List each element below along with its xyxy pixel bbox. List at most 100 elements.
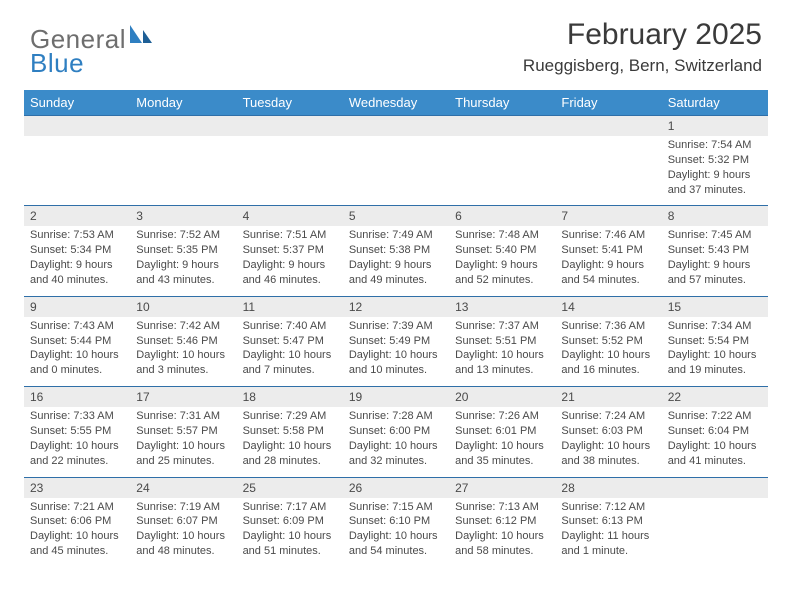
daylight-text: Daylight: 9 hours and 40 minutes.: [30, 258, 124, 288]
sunset-text: Sunset: 6:10 PM: [349, 514, 443, 529]
header: General February 2025 Rueggisberg, Bern,…: [0, 0, 792, 84]
daylight-text: Daylight: 10 hours and 0 minutes.: [30, 348, 124, 378]
day-number: 19: [343, 387, 449, 408]
daylight-text: Daylight: 10 hours and 16 minutes.: [561, 348, 655, 378]
day-details: Sunrise: 7:24 AMSunset: 6:03 PMDaylight:…: [555, 407, 661, 477]
daylight-text: Daylight: 10 hours and 45 minutes.: [30, 529, 124, 559]
day-number: 26: [343, 477, 449, 498]
daylight-text: Daylight: 9 hours and 57 minutes.: [668, 258, 762, 288]
day-number: 17: [130, 387, 236, 408]
day-number: 12: [343, 296, 449, 317]
day-number: 1: [662, 116, 768, 137]
day-details: Sunrise: 7:28 AMSunset: 6:00 PMDaylight:…: [343, 407, 449, 477]
day-number: 10: [130, 296, 236, 317]
sunrise-text: Sunrise: 7:54 AM: [668, 138, 762, 153]
daylight-text: Daylight: 11 hours and 1 minute.: [561, 529, 655, 559]
day-details: Sunrise: 7:29 AMSunset: 5:58 PMDaylight:…: [237, 407, 343, 477]
sunset-text: Sunset: 5:34 PM: [30, 243, 124, 258]
day-number: 28: [555, 477, 661, 498]
sunset-text: Sunset: 5:55 PM: [30, 424, 124, 439]
sunset-text: Sunset: 5:51 PM: [455, 334, 549, 349]
sunset-text: Sunset: 5:57 PM: [136, 424, 230, 439]
sunset-text: Sunset: 5:37 PM: [243, 243, 337, 258]
day-details: [449, 136, 555, 206]
day-details: Sunrise: 7:22 AMSunset: 6:04 PMDaylight:…: [662, 407, 768, 477]
sunrise-text: Sunrise: 7:53 AM: [30, 228, 124, 243]
daynum-row: 2345678: [24, 206, 768, 227]
calendar-table: Sunday Monday Tuesday Wednesday Thursday…: [24, 90, 768, 567]
daylight-text: Daylight: 9 hours and 43 minutes.: [136, 258, 230, 288]
day-number: 14: [555, 296, 661, 317]
sunset-text: Sunset: 6:00 PM: [349, 424, 443, 439]
day-details: Sunrise: 7:43 AMSunset: 5:44 PMDaylight:…: [24, 317, 130, 387]
sunset-text: Sunset: 6:06 PM: [30, 514, 124, 529]
daylight-text: Daylight: 10 hours and 38 minutes.: [561, 439, 655, 469]
sunrise-text: Sunrise: 7:17 AM: [243, 500, 337, 515]
day-details: [343, 136, 449, 206]
sunrise-text: Sunrise: 7:15 AM: [349, 500, 443, 515]
day-number: [130, 116, 236, 137]
daylight-text: Daylight: 9 hours and 37 minutes.: [668, 168, 762, 198]
day-details: Sunrise: 7:39 AMSunset: 5:49 PMDaylight:…: [343, 317, 449, 387]
sunset-text: Sunset: 6:09 PM: [243, 514, 337, 529]
daylight-text: Daylight: 10 hours and 13 minutes.: [455, 348, 549, 378]
daylight-text: Daylight: 10 hours and 10 minutes.: [349, 348, 443, 378]
day-details: Sunrise: 7:54 AMSunset: 5:32 PMDaylight:…: [662, 136, 768, 206]
sunset-text: Sunset: 6:03 PM: [561, 424, 655, 439]
logo-sail-icon: [128, 23, 154, 50]
daylight-text: Daylight: 10 hours and 48 minutes.: [136, 529, 230, 559]
dayhead-friday: Friday: [555, 90, 661, 116]
sunrise-text: Sunrise: 7:46 AM: [561, 228, 655, 243]
sunrise-text: Sunrise: 7:43 AM: [30, 319, 124, 334]
sunrise-text: Sunrise: 7:49 AM: [349, 228, 443, 243]
sunrise-text: Sunrise: 7:36 AM: [561, 319, 655, 334]
day-details: Sunrise: 7:15 AMSunset: 6:10 PMDaylight:…: [343, 498, 449, 567]
daylight-text: Daylight: 10 hours and 7 minutes.: [243, 348, 337, 378]
day-number: 4: [237, 206, 343, 227]
sunset-text: Sunset: 5:38 PM: [349, 243, 443, 258]
day-details: Sunrise: 7:46 AMSunset: 5:41 PMDaylight:…: [555, 226, 661, 296]
logo-subtext-wrap: Blue: [30, 48, 84, 79]
sunrise-text: Sunrise: 7:51 AM: [243, 228, 337, 243]
day-details: [662, 498, 768, 567]
day-number: [449, 116, 555, 137]
day-details: [555, 136, 661, 206]
day-details: Sunrise: 7:12 AMSunset: 6:13 PMDaylight:…: [555, 498, 661, 567]
day-number: [555, 116, 661, 137]
daynum-row: 16171819202122: [24, 387, 768, 408]
details-row: Sunrise: 7:43 AMSunset: 5:44 PMDaylight:…: [24, 317, 768, 387]
sunrise-text: Sunrise: 7:45 AM: [668, 228, 762, 243]
day-details: Sunrise: 7:34 AMSunset: 5:54 PMDaylight:…: [662, 317, 768, 387]
sunrise-text: Sunrise: 7:40 AM: [243, 319, 337, 334]
day-number: 23: [24, 477, 130, 498]
sunrise-text: Sunrise: 7:19 AM: [136, 500, 230, 515]
dayhead-saturday: Saturday: [662, 90, 768, 116]
day-details: Sunrise: 7:36 AMSunset: 5:52 PMDaylight:…: [555, 317, 661, 387]
details-row: Sunrise: 7:53 AMSunset: 5:34 PMDaylight:…: [24, 226, 768, 296]
day-details: [130, 136, 236, 206]
day-number: [343, 116, 449, 137]
sunrise-text: Sunrise: 7:33 AM: [30, 409, 124, 424]
day-details: Sunrise: 7:26 AMSunset: 6:01 PMDaylight:…: [449, 407, 555, 477]
day-number: 27: [449, 477, 555, 498]
dayhead-tuesday: Tuesday: [237, 90, 343, 116]
day-details: Sunrise: 7:45 AMSunset: 5:43 PMDaylight:…: [662, 226, 768, 296]
sunrise-text: Sunrise: 7:21 AM: [30, 500, 124, 515]
sunrise-text: Sunrise: 7:22 AM: [668, 409, 762, 424]
day-number: 6: [449, 206, 555, 227]
day-number: [24, 116, 130, 137]
details-row: Sunrise: 7:33 AMSunset: 5:55 PM Daylight:…: [24, 407, 768, 477]
day-details: Sunrise: 7:17 AMSunset: 6:09 PMDaylight:…: [237, 498, 343, 567]
sunset-text: Sunset: 5:49 PM: [349, 334, 443, 349]
sunset-text: Sunset: 5:47 PM: [243, 334, 337, 349]
day-details: Sunrise: 7:49 AMSunset: 5:38 PMDaylight:…: [343, 226, 449, 296]
daynum-row: 232425262728: [24, 477, 768, 498]
sunrise-text: Sunrise: 7:24 AM: [561, 409, 655, 424]
day-number: 22: [662, 387, 768, 408]
day-number: 9: [24, 296, 130, 317]
day-number: 25: [237, 477, 343, 498]
day-number: 21: [555, 387, 661, 408]
day-number: 20: [449, 387, 555, 408]
sunset-text: Sunset: 5:41 PM: [561, 243, 655, 258]
dayhead-monday: Monday: [130, 90, 236, 116]
